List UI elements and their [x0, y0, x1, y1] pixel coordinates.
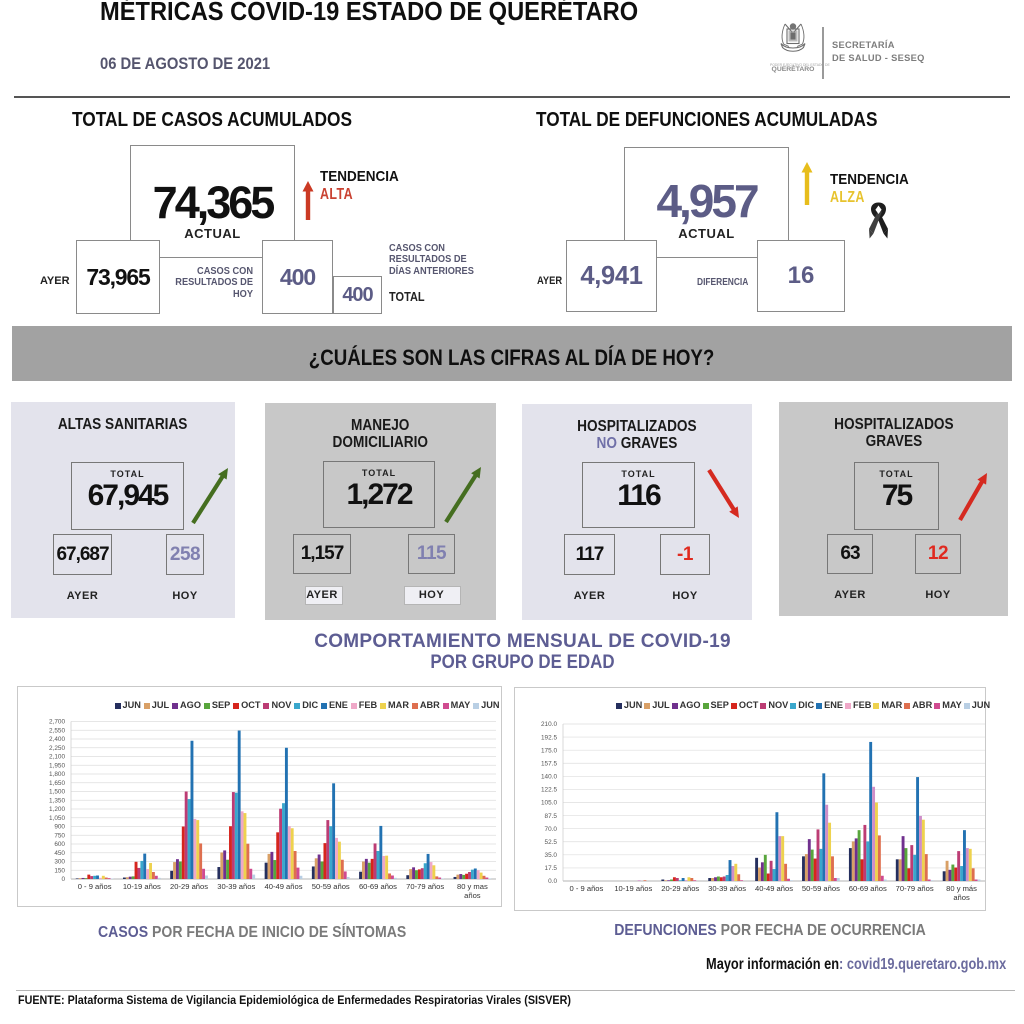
svg-text:1,350: 1,350: [49, 797, 65, 804]
svg-text:50-59 años: 50-59 años: [802, 884, 840, 893]
svg-text:140.0: 140.0: [541, 774, 557, 781]
svg-text:175.0: 175.0: [541, 747, 557, 754]
svg-text:87.5: 87.5: [545, 813, 558, 820]
svg-text:0 - 9 años: 0 - 9 años: [78, 882, 112, 891]
svg-text:60-69 años: 60-69 años: [359, 882, 397, 891]
svg-text:1,950: 1,950: [49, 762, 65, 769]
svg-text:0.0: 0.0: [548, 878, 557, 885]
svg-text:17.5: 17.5: [545, 865, 558, 872]
svg-text:70.0: 70.0: [545, 826, 558, 833]
svg-text:0: 0: [61, 876, 65, 883]
svg-text:30-39 años: 30-39 años: [708, 884, 746, 893]
svg-text:35.0: 35.0: [545, 852, 558, 859]
svg-text:1,050: 1,050: [49, 815, 65, 822]
svg-text:40-49 años: 40-49 años: [265, 882, 303, 891]
svg-text:1,200: 1,200: [49, 806, 65, 813]
svg-text:70-79 años: 70-79 años: [406, 882, 444, 891]
svg-text:300: 300: [54, 859, 65, 866]
svg-text:2,550: 2,550: [49, 727, 65, 734]
svg-text:0 - 9 años: 0 - 9 años: [570, 884, 604, 893]
svg-text:2,100: 2,100: [49, 754, 65, 761]
svg-text:70-79 años: 70-79 años: [896, 884, 934, 893]
svg-text:122.5: 122.5: [541, 787, 557, 794]
svg-text:80 y más: 80 y más: [946, 884, 977, 893]
svg-text:20-29 años: 20-29 años: [170, 882, 208, 891]
svg-text:450: 450: [54, 850, 65, 857]
svg-text:10-19 años: 10-19 años: [614, 884, 652, 893]
svg-text:1,650: 1,650: [49, 780, 65, 787]
svg-text:80 y mas: 80 y mas: [457, 882, 488, 891]
svg-text:años: años: [953, 893, 970, 902]
svg-text:10-19 años: 10-19 años: [123, 882, 161, 891]
svg-text:1,800: 1,800: [49, 771, 65, 778]
svg-text:20-29 años: 20-29 años: [661, 884, 699, 893]
svg-text:105.0: 105.0: [541, 800, 557, 807]
svg-text:2,700: 2,700: [49, 719, 65, 726]
svg-text:600: 600: [54, 841, 65, 848]
svg-text:años: años: [464, 891, 481, 900]
svg-text:2,250: 2,250: [49, 745, 65, 752]
svg-text:30-39 años: 30-39 años: [217, 882, 255, 891]
svg-text:40-49 años: 40-49 años: [755, 884, 793, 893]
svg-text:192.5: 192.5: [541, 734, 557, 741]
svg-text:210.0: 210.0: [541, 721, 557, 728]
svg-text:900: 900: [54, 824, 65, 831]
svg-text:2,400: 2,400: [49, 736, 65, 743]
svg-text:50-59 años: 50-59 años: [312, 882, 350, 891]
svg-text:150: 150: [54, 867, 65, 874]
svg-text:52.5: 52.5: [545, 839, 558, 846]
svg-text:157.5: 157.5: [541, 760, 557, 767]
svg-text:750: 750: [54, 832, 65, 839]
svg-text:60-69 años: 60-69 años: [849, 884, 887, 893]
svg-text:1,500: 1,500: [49, 789, 65, 796]
